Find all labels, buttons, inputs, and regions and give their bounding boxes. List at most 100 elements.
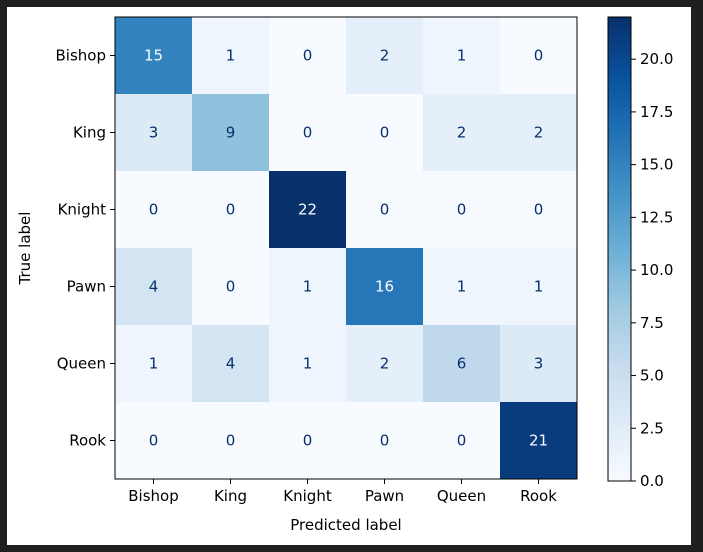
matrix-cell (269, 402, 347, 480)
cell-value-label: 0 (303, 432, 313, 450)
colorbar-tick-label: 10.0 (640, 261, 673, 279)
matrix-cell (423, 17, 501, 95)
cell-value-label: 22 (298, 201, 317, 219)
y-tick-label: Bishop (56, 47, 106, 65)
x-tick-label: Knight (283, 487, 332, 505)
matrix-cell (346, 17, 424, 95)
colorbar-tick-label: 12.5 (640, 208, 673, 226)
cell-value-label: 3 (534, 355, 544, 373)
cell-value-label: 0 (457, 201, 467, 219)
matrix-cell (115, 17, 193, 95)
matrix-cell (346, 94, 424, 172)
cell-value-label: 1 (303, 278, 313, 296)
x-ticks: Bishop King Knight Pawn Queen Rook (128, 479, 557, 505)
cell-value-label: 2 (457, 124, 467, 142)
y-tick-label: King (73, 124, 106, 142)
matrix-cell (346, 248, 424, 326)
matrix-cell (192, 171, 270, 249)
cell-value-label: 0 (226, 201, 236, 219)
cell-value-label: 1 (457, 278, 467, 296)
cell-value-label: 16 (375, 278, 394, 296)
confusion-matrix-chart: 15 1 0 2 1 03 9 0 0 2 20 0 22 0 0 04 0 1 16 1 11 4 1 2 6 30 0 0 0 0 21… (16, 16, 673, 534)
colorbar-tick-label: 5.0 (640, 367, 664, 385)
cell-value-label: 2 (380, 47, 390, 65)
cell-value-label: 0 (149, 432, 159, 450)
matrix-cells: 15 1 0 2 1 03 9 0 0 2 20 0 22 0 0 04 0 1 16 1 11 4 1 2 6 30 0 0 0 0 21 (115, 17, 578, 480)
cell-value-label: 15 (144, 47, 163, 65)
cell-value-label: 21 (529, 432, 548, 450)
cell-value-label: 0 (380, 124, 390, 142)
y-axis-label: True label (16, 212, 34, 286)
chart-canvas: 15 1 0 2 1 0 3 9 0 0 2 2 0 0 22 0 0 0 4 0 1 16 1 1 1 4 1 2 6 3 0 0 0 0 0 21… (7, 7, 691, 545)
cell-value-label: 9 (226, 124, 236, 142)
matrix-cell (192, 248, 270, 326)
matrix-cell (346, 325, 424, 403)
y-tick-label: Queen (57, 355, 106, 373)
y-ticks: Bishop King Knight Pawn Queen Rook (56, 47, 115, 450)
cell-value-label: 0 (226, 432, 236, 450)
matrix-cell (423, 325, 501, 403)
colorbar-tick-label: 2.5 (640, 419, 664, 437)
matrix-cell (500, 248, 578, 326)
cell-value-label: 0 (534, 47, 544, 65)
matrix-cell (500, 325, 578, 403)
matrix-cell (115, 325, 193, 403)
colorbar-tick-label: 15.0 (640, 156, 673, 174)
x-tick-label: Rook (520, 487, 557, 505)
cell-value-label: 2 (534, 124, 544, 142)
cell-value-label: 1 (149, 355, 159, 373)
cell-value-label: 6 (457, 355, 467, 373)
matrix-cell (269, 248, 347, 326)
x-tick-label: Bishop (128, 487, 178, 505)
colorbar-tick-label: 0.0 (640, 472, 664, 490)
cell-value-label: 4 (149, 278, 159, 296)
cell-value-label: 0 (226, 278, 236, 296)
matrix-cell (500, 17, 578, 95)
cell-value-label: 1 (226, 47, 236, 65)
colorbar-tick-label: 17.5 (640, 103, 673, 121)
matrix-cell (269, 17, 347, 95)
cell-value-label: 0 (303, 124, 313, 142)
y-tick-label: Pawn (67, 278, 106, 296)
cell-value-label: 4 (226, 355, 236, 373)
x-tick-label: Queen (437, 487, 486, 505)
cell-value-label: 0 (149, 201, 159, 219)
matrix-cell (192, 17, 270, 95)
y-tick-label: Knight (58, 201, 107, 219)
matrix-cell (500, 171, 578, 249)
colorbar-ticks: 0.0 2.5 5.0 7.5 10.0 12.5 15.0 17.5 20.0 (631, 50, 673, 490)
cell-value-label: 0 (380, 432, 390, 450)
cell-value-label: 2 (380, 355, 390, 373)
x-tick-label: Pawn (365, 487, 404, 505)
matrix-cell (192, 402, 270, 480)
cell-value-label: 1 (303, 355, 313, 373)
cell-value-label: 0 (303, 47, 313, 65)
matrix-cell (500, 94, 578, 172)
matrix-cell (192, 325, 270, 403)
x-axis-label: Predicted label (290, 516, 401, 534)
matrix-cell (423, 94, 501, 172)
matrix-cell (192, 94, 270, 172)
matrix-cell (269, 325, 347, 403)
matrix-cell (346, 402, 424, 480)
matrix-cell (423, 171, 501, 249)
x-tick-label: King (214, 487, 247, 505)
matrix-cell (269, 94, 347, 172)
matrix-cell (500, 402, 578, 480)
y-tick-label: Rook (69, 432, 106, 450)
matrix-cell (269, 171, 347, 249)
colorbar-tick-label: 7.5 (640, 314, 664, 332)
matrix-cell (115, 248, 193, 326)
matrix-cell (423, 402, 501, 480)
cell-value-label: 0 (457, 432, 467, 450)
cell-value-label: 3 (149, 124, 159, 142)
matrix-cell (115, 402, 193, 480)
matrix-cell (115, 171, 193, 249)
matrix-cell (346, 171, 424, 249)
matrix-cell (115, 94, 193, 172)
cell-value-label: 0 (380, 201, 390, 219)
cell-value-label: 1 (534, 278, 544, 296)
plot-frame (114, 16, 578, 480)
cell-value-label: 0 (534, 201, 544, 219)
cell-value-label: 1 (457, 47, 467, 65)
